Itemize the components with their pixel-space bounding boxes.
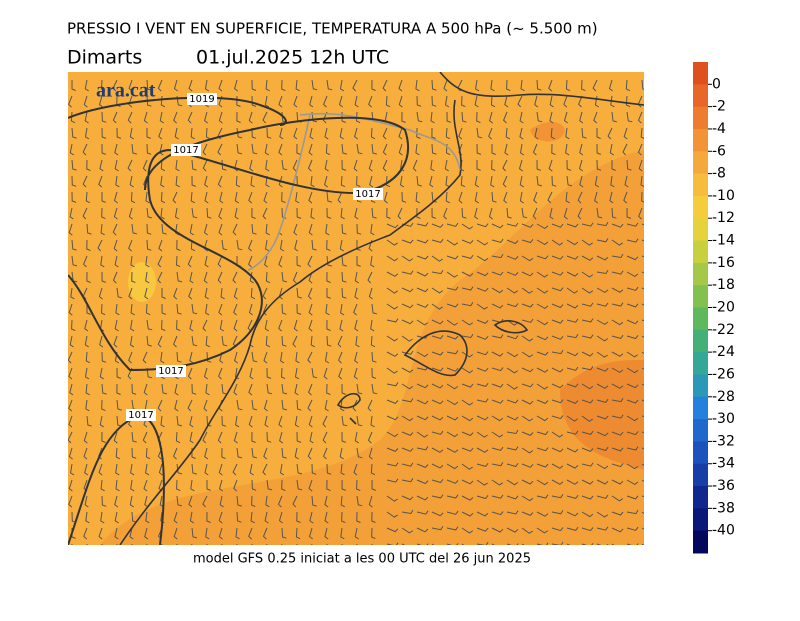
warm-core xyxy=(560,360,644,470)
colorbar-label: -36 xyxy=(712,478,735,494)
colorbar-label: -4 xyxy=(712,121,726,137)
isobar-label: 1017 xyxy=(173,145,198,156)
isobar-label: 1017 xyxy=(128,410,153,421)
color-band xyxy=(693,329,708,353)
island-ibiza xyxy=(336,392,361,425)
colorbar-label: -14 xyxy=(712,233,735,249)
colorbar-label: -2 xyxy=(712,99,726,115)
isobar xyxy=(68,116,409,372)
colorbar-label: -8 xyxy=(712,166,726,182)
isobar-label: 1017 xyxy=(158,366,183,377)
colorbar-label: -28 xyxy=(712,389,735,405)
colorbar: 0 -2 -4 -6 -8 -10 -12 -14 -16 -18 -20 -22 -24 -26 -28 -… xyxy=(693,62,735,554)
color-band xyxy=(693,352,708,375)
isobar-label: 1019 xyxy=(189,94,214,105)
color-band xyxy=(693,195,708,219)
color-band xyxy=(693,151,708,175)
map: ara.cat 1019 1017 1017 1017 1017 xyxy=(68,72,644,545)
color-band xyxy=(693,486,708,509)
wind-barbs xyxy=(68,79,644,545)
colorbar-label: -30 xyxy=(712,411,735,427)
color-band xyxy=(693,262,708,286)
colorbar-label: -26 xyxy=(712,366,735,382)
color-band xyxy=(693,173,708,197)
warm-spot xyxy=(530,121,565,142)
color-band xyxy=(693,508,708,532)
color-band xyxy=(693,307,708,331)
color-band xyxy=(693,419,708,442)
color-band xyxy=(693,396,708,420)
color-band xyxy=(693,218,708,242)
colorbar-label: -18 xyxy=(712,277,735,293)
colorbar-label: -16 xyxy=(712,255,735,271)
color-band xyxy=(693,463,708,487)
isobar xyxy=(68,96,287,126)
color-band xyxy=(693,374,708,398)
colorbar-label: -32 xyxy=(712,433,735,449)
warm-area xyxy=(100,150,644,545)
colorbar-label: -6 xyxy=(712,143,726,159)
island-menorca xyxy=(493,320,529,334)
colorbar-label: -22 xyxy=(712,322,735,338)
date: 01.jul.2025 12h UTC xyxy=(196,47,389,69)
isobar-label: 1017 xyxy=(355,189,380,200)
colorbar-label: -10 xyxy=(712,188,735,204)
colorbar-label: -12 xyxy=(712,210,735,226)
colorbar-label: -40 xyxy=(712,523,735,539)
coastline xyxy=(119,72,644,545)
footer: model GFS 0.25 iniciat a les 00 UTC del … xyxy=(193,552,531,567)
logo: ara.cat xyxy=(96,80,156,102)
color-band xyxy=(693,84,708,108)
colorbar-label: -24 xyxy=(712,344,735,360)
color-band xyxy=(693,441,708,465)
barb-field xyxy=(68,79,644,545)
day: Dimarts xyxy=(67,47,142,69)
colorbar-label: -38 xyxy=(712,500,735,516)
color-band xyxy=(693,530,708,554)
color-band xyxy=(693,62,708,85)
title: PRESSIO I VENT EN SUPERFICIE, TEMPERATUR… xyxy=(67,20,598,38)
border xyxy=(247,112,461,271)
color-band xyxy=(693,106,708,130)
color-band xyxy=(693,285,708,308)
colorbar-label: -20 xyxy=(712,300,735,316)
color-band xyxy=(693,128,708,152)
colorbar-label: 0 xyxy=(712,76,721,92)
cool-spot xyxy=(128,262,156,302)
island-mallorca xyxy=(403,330,468,377)
color-band xyxy=(693,240,708,264)
colorbar-label: -34 xyxy=(712,456,735,472)
